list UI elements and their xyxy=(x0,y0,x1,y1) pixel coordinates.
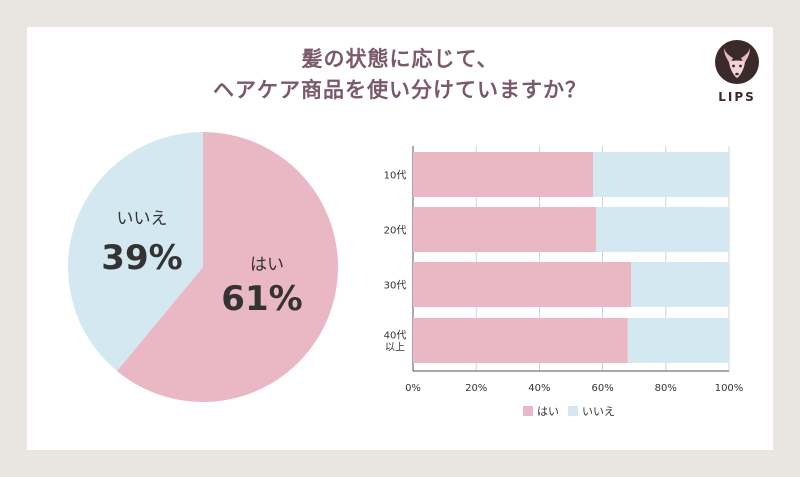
chart-title: 髪の状態に応じて、 ヘアケア商品を使い分けていますか？ xyxy=(0,44,800,106)
bar-segment-yes xyxy=(413,207,597,252)
x-tick-label: 20% xyxy=(465,383,487,394)
legend-label-yes: はい xyxy=(537,405,559,418)
bar-segment-yes xyxy=(413,262,632,307)
x-tick-label: 40% xyxy=(528,383,550,394)
title-line-1: 髪の状態に応じて、 xyxy=(301,47,499,71)
lips-logo: LIPS xyxy=(712,38,762,108)
category-label: 以上 xyxy=(385,342,405,354)
deer-head-icon xyxy=(715,40,759,84)
x-tick-label: 80% xyxy=(655,383,677,394)
pie-value-yes: 61% xyxy=(221,279,302,319)
x-tick-label: 60% xyxy=(591,383,613,394)
bar-segment-no xyxy=(627,318,729,363)
category-label: 20代 xyxy=(384,225,407,237)
bar-segment-no xyxy=(593,152,729,197)
bar-segment-no xyxy=(596,207,729,252)
pie-slice-no xyxy=(68,132,203,372)
bar-segment-yes xyxy=(413,318,628,363)
bar-segment-yes xyxy=(413,152,594,197)
bar-segment-no xyxy=(631,262,729,307)
pie-value-no: 39% xyxy=(101,238,182,278)
category-label: 10代 xyxy=(384,170,407,182)
legend-swatch-yes xyxy=(523,406,533,416)
title-line-2: ヘアケア商品を使い分けていますか？ xyxy=(213,78,587,102)
x-tick-label: 0% xyxy=(405,383,421,394)
pie-chart: はい 61% いいえ 39% xyxy=(68,132,339,402)
x-tick-label: 100% xyxy=(715,383,744,394)
pie-slice-yes xyxy=(116,132,339,402)
legend-swatch-no xyxy=(568,406,578,416)
logo-text: LIPS xyxy=(718,90,756,104)
pie-label-yes: はい xyxy=(250,255,284,275)
category-label: 40代 xyxy=(384,330,407,342)
pie-label-no: いいえ xyxy=(117,209,168,229)
category-label: 30代 xyxy=(384,280,407,292)
legend-label-no: いいえ xyxy=(582,405,615,418)
